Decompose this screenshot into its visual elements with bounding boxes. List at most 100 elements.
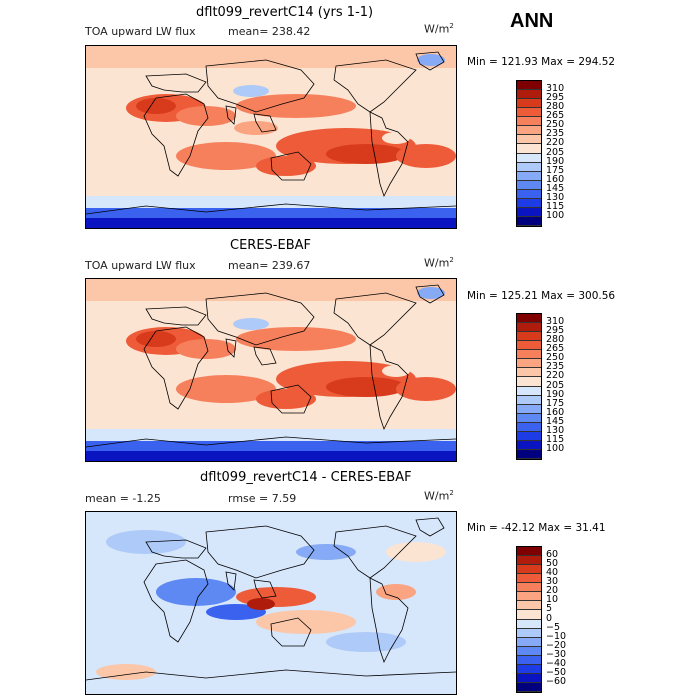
indian-ocean-warm (176, 142, 276, 170)
warm-pool-convection (234, 121, 278, 135)
colorbar-swatch (517, 619, 541, 629)
colorbar-tick-label: 115 (546, 200, 565, 212)
panel-1-minmax: Min = 121.93 Max = 294.52 (467, 56, 616, 68)
colorbar-swatch (517, 655, 541, 665)
colorbar-tick-label: 175 (546, 164, 565, 176)
colorbar-tick-label: 10 (546, 594, 559, 606)
colorbar-tick-label: 0 (546, 612, 553, 624)
colorbar-tick-label: 100 (546, 209, 565, 221)
colorbar-tick-label: 30 (546, 576, 559, 588)
colorbar-swatch (517, 368, 541, 378)
colorbar-tick-label: 205 (546, 379, 565, 391)
north-pacific-warm (236, 94, 356, 118)
colorbar-swatch (517, 628, 541, 638)
arabia-warm (176, 106, 236, 126)
panel-3-mean: mean = -1.25 (85, 492, 161, 505)
greenland-cool (417, 54, 445, 66)
colorbar-swatch (517, 386, 541, 396)
colorbar-swatch (517, 547, 541, 557)
coastlines (86, 51, 456, 215)
colorbar-swatch (517, 377, 541, 387)
colorbar-tick-label: 235 (546, 361, 565, 373)
amazon-positive (376, 584, 416, 600)
panel-2-map (85, 278, 457, 462)
colorbar-swatch (517, 682, 541, 692)
tibet-cool (233, 85, 269, 97)
panel-3-rmse: rmse = 7.59 (228, 492, 297, 505)
colorbar-tick-label: 265 (546, 343, 565, 355)
colorbar-tick-label: 60 (546, 549, 559, 561)
colorbar-swatch (517, 81, 541, 91)
colorbar-tick-label: 310 (546, 83, 565, 95)
indian-ocean-negative (156, 578, 236, 606)
coastlines (86, 284, 456, 448)
colorbar-tick-label: 130 (546, 424, 565, 436)
colorbar-tick-label: 205 (546, 146, 565, 158)
colorbar-swatch (517, 189, 541, 199)
colorbar-tick-label: 250 (546, 352, 565, 364)
colorbar-tick-label: 160 (546, 406, 565, 418)
colorbar-swatch (517, 395, 541, 405)
colorbar-swatch (517, 404, 541, 414)
colorbar-swatch (517, 144, 541, 154)
maritime-continent-strong-positive (247, 598, 275, 610)
congo-convection (172, 361, 200, 373)
colorbar-swatch (517, 108, 541, 118)
colorbar-swatch (517, 332, 541, 342)
season-label: ANN (510, 10, 554, 32)
colorbar-tick-label: 20 (546, 585, 559, 597)
panel-2-map-svg (86, 279, 456, 461)
colorbar-swatch (517, 583, 541, 593)
pacific-positive (256, 610, 356, 634)
colorbar-tick-label: 295 (546, 92, 565, 104)
coastlines (86, 517, 456, 681)
colorbar-tick-label: 145 (546, 415, 565, 427)
colorbar-tick-label: 160 (546, 173, 565, 185)
antarctic-core (86, 218, 456, 228)
colorbar-swatch (517, 314, 541, 324)
north-pacific-negative (296, 544, 356, 560)
colorbar-tick-label: 220 (546, 137, 565, 149)
panel-2-colorbar (516, 313, 542, 460)
colorbar-tick-label: 5 (546, 603, 553, 615)
colorbar-tick-label: −5 (546, 621, 561, 633)
congo-convection (172, 128, 200, 140)
colorbar-swatch (517, 216, 541, 226)
colorbar-tick-label: 265 (546, 110, 565, 122)
panel-3-colorbar-labels: −60 −50 −40 −30 −20 −10 −5 0 5 10 20 30 40 50 60 (516, 546, 576, 691)
panel-1-mean: mean= 238.42 (228, 25, 311, 38)
colorbar-swatch (517, 207, 541, 217)
south-atlantic-warm (396, 144, 456, 168)
colorbar-tick-label: 220 (546, 370, 565, 382)
panel-2-title: CERES-EBAF (230, 238, 311, 253)
panel-3-title: dflt099_revertC14 - CERES-EBAF (200, 470, 412, 485)
colorbar-tick-label: 50 (546, 558, 559, 570)
colorbar-tick-label: 190 (546, 155, 565, 167)
colorbar-tick-label: 280 (546, 334, 565, 346)
antarctic-core (86, 451, 456, 461)
colorbar-swatch (517, 135, 541, 145)
southern-ocean-positive (96, 664, 156, 680)
warm-pool-convection (234, 354, 278, 368)
colorbar-tick-label: 115 (546, 433, 565, 445)
colorbar-tick-label: −60 (546, 675, 567, 687)
colorbar-tick-label: 145 (546, 182, 565, 194)
colorbar-swatch (517, 440, 541, 450)
colorbar-swatch (517, 126, 541, 136)
panel-1-variable-label: TOA upward LW flux (85, 25, 196, 38)
colorbar-tick-label: 130 (546, 191, 565, 203)
indian-ocean-warm (176, 375, 276, 403)
amazon-convection (382, 365, 410, 377)
panel-1-colorbar-labels: 100 115 130 145 160 175 190 205 220 235 250 265 280 2… (516, 80, 576, 225)
colorbar-swatch (517, 673, 541, 683)
colorbar-tick-label: −10 (546, 630, 567, 642)
colorbar-swatch (517, 449, 541, 459)
colorbar-swatch (517, 171, 541, 181)
panel-1-map-svg (86, 46, 456, 228)
colorbar-swatch (517, 574, 541, 584)
colorbar-tick-label: 310 (546, 316, 565, 328)
panel-1-title: dflt099_revertC14 (yrs 1-1) (196, 5, 374, 20)
atlantic-neutral (386, 542, 446, 562)
south-pacific-hot (326, 144, 406, 164)
sahara-hot (136, 331, 176, 347)
